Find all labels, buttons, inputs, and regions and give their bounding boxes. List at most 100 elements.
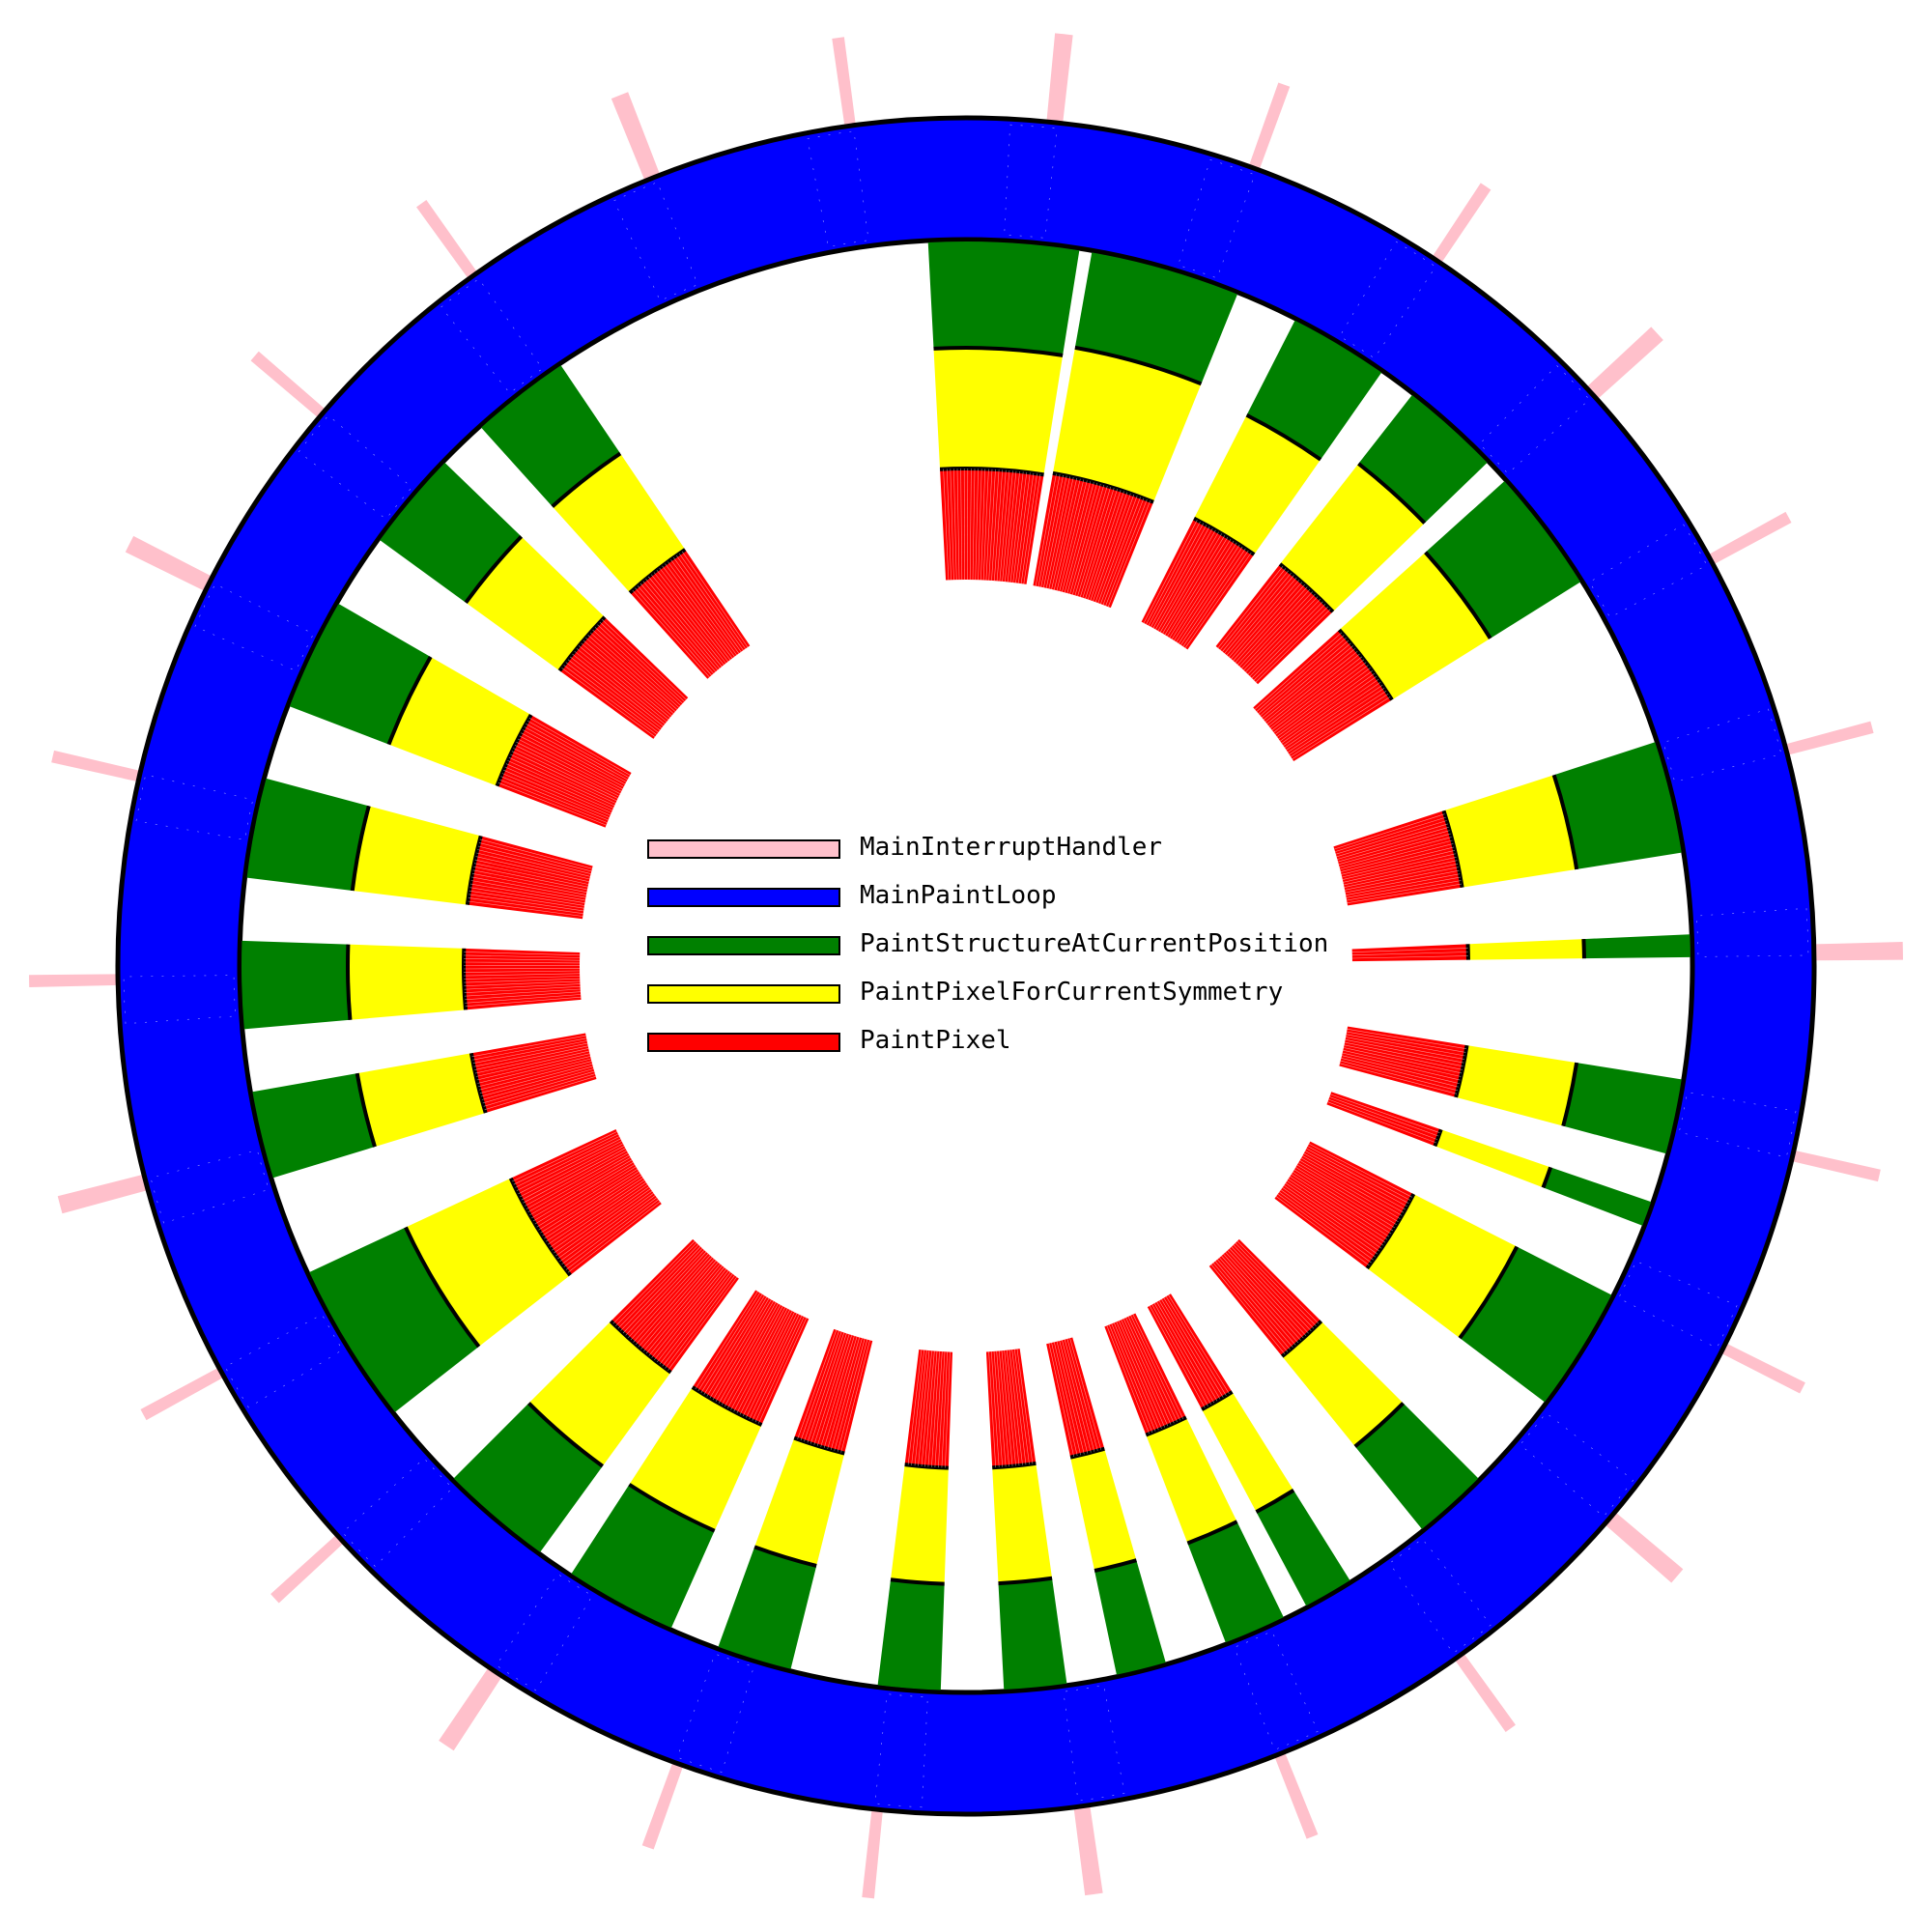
paint-structure-segment	[1553, 742, 1682, 869]
paint-pixel-hatch	[1217, 1259, 1293, 1348]
paint-pixel-hatch	[1344, 1044, 1463, 1070]
interrupt-spoke	[439, 1666, 502, 1751]
paint-pixel-hatch	[1341, 846, 1455, 875]
paint-pixel-hatch	[513, 748, 618, 799]
paint-pixel-hatch	[572, 653, 664, 726]
paint-pixel-hatch	[538, 1168, 638, 1231]
paint-pixel-hatch	[615, 1242, 697, 1326]
paint-pixel-hatch	[1109, 1324, 1153, 1434]
paint-pixel-hatch	[1342, 1052, 1461, 1081]
paint-pixel-hatch	[988, 1351, 996, 1468]
paint-pixel-hatch	[712, 1299, 772, 1401]
paint-pixel-symmetry-segment	[356, 1053, 486, 1148]
paint-pixel-hatch	[464, 988, 581, 997]
paint-pixel-hatch	[525, 1150, 627, 1207]
paint-pixel-hatch	[587, 635, 676, 712]
paint-pixel-hatch	[1299, 1159, 1401, 1219]
paint-pixel-hatch	[1094, 494, 1135, 603]
paint-pixel-hatch	[1343, 1047, 1463, 1074]
paint-pixel-hatch	[1296, 1164, 1397, 1226]
legend-swatch	[647, 888, 840, 907]
paint-pixel-hatch	[810, 1333, 847, 1444]
legend-swatch	[647, 839, 840, 859]
paint-pixel-hatch	[479, 1064, 593, 1094]
paint-pixel-hatch	[1280, 673, 1375, 742]
paint-pixel-hatch	[1247, 598, 1321, 675]
interrupt-spoke	[57, 1174, 149, 1214]
paint-pixel-hatch	[1171, 540, 1235, 639]
paint-pixel-hatch	[956, 469, 960, 581]
paint-pixel-hatch	[625, 1249, 705, 1336]
paint-pixel-hatch	[1155, 527, 1213, 630]
paint-pixel-hatch	[1062, 481, 1092, 592]
paint-pixel-hatch	[1007, 470, 1020, 582]
paint-pixel-hatch	[1338, 830, 1450, 863]
paint-pixel-hatch	[1088, 491, 1124, 600]
paint-pixel-hatch	[519, 735, 623, 790]
paint-pixel-hatch	[1007, 1350, 1020, 1466]
paint-pixel-hatch	[1340, 1063, 1458, 1094]
paint-pixel-hatch	[1327, 1101, 1436, 1144]
paint-pixel-hatch	[706, 1296, 767, 1397]
paint-pixel-hatch	[1069, 1338, 1102, 1450]
paint-pixel-hatch	[470, 880, 585, 901]
paint-pixel-hatch	[709, 1297, 770, 1399]
paint-pixel-hatch	[1161, 1298, 1221, 1400]
legend-label: MainInterruptHandler	[860, 833, 1163, 862]
paint-pixel-hatch	[513, 1133, 618, 1185]
paint-pixel-hatch	[907, 1350, 923, 1465]
interrupt-spoke	[1720, 1343, 1805, 1394]
paint-pixel-hatch	[945, 1351, 951, 1468]
paint-pixel-hatch	[656, 570, 728, 662]
paint-structure-segment	[1583, 934, 1690, 959]
paint-pixel-hatch	[946, 469, 952, 581]
paint-pixel-hatch	[931, 1351, 940, 1467]
main-interrupt-handler-spokes	[29, 33, 1903, 1899]
paint-pixel-hatch	[938, 1351, 946, 1468]
paint-pixel-hatch	[1275, 1196, 1370, 1266]
segment-divider	[1074, 345, 1203, 386]
paint-pixel-hatch	[1243, 593, 1316, 671]
paint-pixel-hatch	[715, 1300, 775, 1403]
paint-pixel-hatch	[1153, 1303, 1211, 1406]
paint-pixel-hatch	[924, 1350, 935, 1467]
paint-pixel-hatch	[662, 565, 733, 659]
paint-pixel-symmetry-segment	[891, 1464, 949, 1584]
paint-pixel-hatch	[511, 751, 617, 802]
paint-structure-segment	[927, 242, 1080, 355]
paint-pixel-hatch	[1146, 521, 1201, 625]
paint-pixel-hatch	[1005, 470, 1017, 582]
paint-pixel-hatch	[1344, 863, 1459, 888]
paint-pixel-hatch	[911, 1350, 924, 1465]
paint-pixel-hatch	[471, 873, 586, 895]
paint-pixel-hatch	[1122, 1319, 1172, 1425]
paint-pixel-hatch	[1125, 1317, 1175, 1424]
paint-pixel-hatch	[536, 1166, 637, 1228]
paint-pixel-hatch	[659, 1271, 731, 1365]
paint-pixel-hatch	[1347, 880, 1462, 901]
paint-pixel-hatch	[752, 1315, 803, 1421]
interrupt-spoke	[1073, 1804, 1103, 1896]
paint-pixel-hatch	[914, 1350, 927, 1466]
paint-pixel-hatch	[479, 838, 592, 869]
paint-pixel-hatch	[1176, 544, 1240, 642]
paint-pixel-hatch	[520, 1143, 623, 1198]
legend-swatch	[647, 936, 840, 955]
paint-pixel-hatch	[1127, 1316, 1178, 1423]
paint-pixel-hatch	[548, 1179, 645, 1245]
paint-pixel-hatch	[1351, 952, 1468, 956]
paint-pixel-hatch	[1035, 473, 1057, 586]
paint-pixel-hatch	[517, 738, 622, 792]
legend-item-main-interrupt-handler: MainInterruptHandler	[647, 833, 1343, 862]
paint-pixel-hatch	[617, 1244, 699, 1329]
paint-pixel-hatch	[478, 842, 592, 872]
paint-pixel-hatch	[1346, 1037, 1465, 1060]
paint-pixel-hatch	[1278, 670, 1373, 740]
main-paint-loop-ring	[115, 115, 1817, 1817]
paint-pixel-hatch	[599, 621, 685, 702]
interrupt-spoke	[140, 1367, 225, 1421]
segment-divider	[355, 1072, 377, 1148]
paint-pixel-hatch	[797, 1329, 838, 1440]
paint-pixel-hatch	[1238, 588, 1311, 668]
